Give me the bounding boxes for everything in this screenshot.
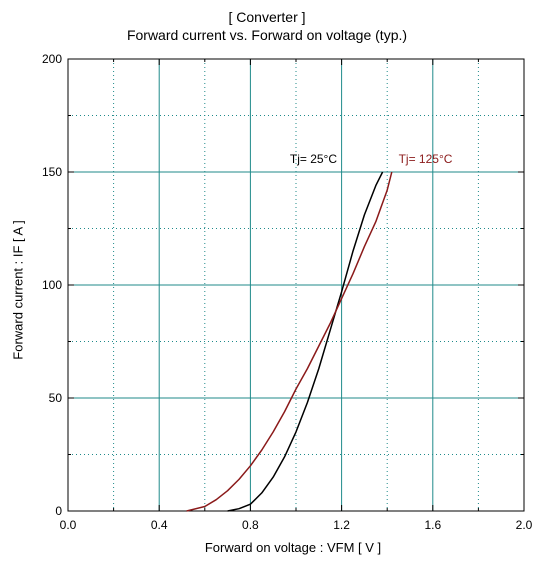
annotation-tj125: Tj= 125°C (399, 152, 453, 166)
x-tick-label: 0.0 (60, 518, 77, 532)
series-line-tj125 (186, 171, 393, 512)
chart-subtitle: Forward current vs. Forward on voltage (… (126, 27, 408, 43)
y-tick-label: 200 (42, 52, 62, 66)
series-line-tj25 (227, 171, 384, 512)
y-tick-label: 0 (55, 504, 62, 518)
y-tick-label: 150 (42, 165, 62, 179)
x-tick-label: 0.8 (242, 518, 259, 532)
y-tick-label: 50 (49, 391, 63, 405)
y-tick-label: 100 (42, 278, 62, 292)
x-tick-label: 0.4 (151, 518, 168, 532)
x-tick-label: 1.2 (333, 518, 350, 532)
chart-title: [ Converter ] (228, 9, 306, 25)
annotation-tj25: Tj= 25°C (290, 152, 337, 166)
x-tick-label: 1.6 (424, 518, 441, 532)
y-axis-label: Forward current : IF [ A ] (10, 220, 26, 360)
x-axis-label: Forward on voltage : VFM [ V ] (204, 540, 382, 555)
x-tick-label: 2.0 (516, 518, 533, 532)
